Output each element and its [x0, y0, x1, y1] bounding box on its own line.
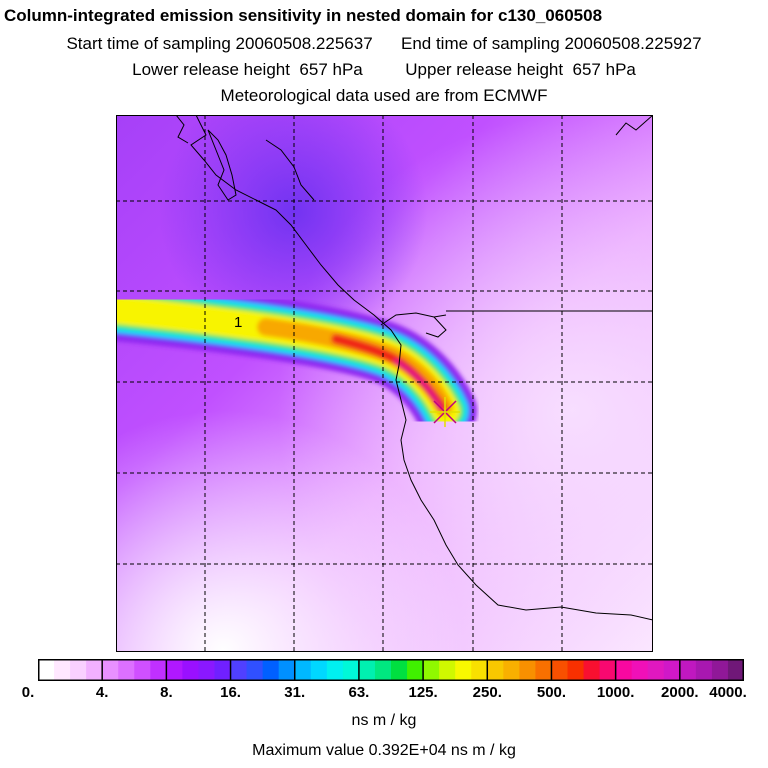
legend-tick-label: 1000. [596, 684, 635, 701]
legend-swatch [487, 659, 504, 681]
legend-border [38, 659, 744, 681]
legend-swatch [118, 659, 135, 681]
legend-swatch [519, 659, 536, 681]
legend-swatch [278, 659, 296, 681]
legend-swatch [695, 659, 713, 681]
legend-swatch [54, 659, 71, 681]
legend-swatch [294, 659, 312, 681]
legend-swatch [70, 659, 87, 681]
release-height-line: Lower release height 657 hPa Upper relea… [132, 60, 636, 79]
legend-swatch [358, 659, 376, 681]
coastline [175, 115, 653, 621]
legend-swatch [246, 659, 264, 681]
release-point-marker [430, 397, 460, 427]
legend-swatch [711, 659, 729, 681]
legend-swatch [663, 659, 681, 681]
figure-title: Column-integrated emission sensitivity i… [4, 6, 603, 25]
legend-swatch [503, 659, 520, 681]
legend-tick-label: 4. [95, 684, 109, 701]
legend-tick-label: 8. [160, 684, 173, 701]
legend-swatch [455, 659, 472, 681]
legend-swatch [423, 659, 440, 681]
legend-swatch [134, 659, 151, 681]
legend-swatch [374, 659, 392, 681]
legend-swatch [342, 659, 360, 681]
legend-units: ns m / kg [351, 712, 417, 729]
legend-swatch [615, 659, 633, 681]
legend-tick-label: 0. [21, 684, 35, 701]
maximum-value: Maximum value 0.392E+04 ns m / kg [252, 742, 516, 759]
legend-tick-label: 31. [284, 684, 306, 701]
legend-swatch [150, 659, 167, 681]
sampling-time-line: Start time of sampling 20060508.225637 E… [66, 34, 702, 53]
color-legend [38, 659, 744, 681]
legend-swatch [439, 659, 456, 681]
legend-swatch [182, 659, 199, 681]
legend-tick-label: 500. [536, 684, 567, 701]
legend-swatch [262, 659, 280, 681]
legend-swatch [471, 659, 488, 681]
legend-swatch [551, 659, 568, 681]
legend-tick-label: 4000. [709, 684, 747, 701]
met-data-line: Meteorological data used are from ECMWF [220, 86, 548, 105]
legend-swatch [599, 659, 617, 681]
legend-swatch [407, 659, 424, 681]
legend-tick-label: 63. [348, 684, 370, 701]
legend-swatch [198, 659, 215, 681]
legend-swatch [86, 659, 103, 681]
legend-tick-label: 2000. [661, 684, 699, 701]
plume-label: 1 [234, 314, 242, 331]
legend-tick-label: 250. [472, 684, 502, 701]
legend-swatch [583, 659, 601, 681]
legend-swatch [166, 659, 183, 681]
legend-swatch [230, 659, 248, 681]
legend-swatch [647, 659, 665, 681]
legend-swatch [567, 659, 585, 681]
legend-swatch [679, 659, 697, 681]
legend-swatch [38, 659, 55, 681]
legend-swatch [535, 659, 552, 681]
legend-swatch [326, 659, 344, 681]
legend-tick-label: 16. [220, 684, 241, 701]
legend-swatch [214, 659, 232, 681]
legend-swatch [727, 659, 744, 681]
legend-swatch [631, 659, 649, 681]
lat-lon-grid [116, 115, 653, 652]
legend-swatch [391, 659, 408, 681]
legend-swatch [310, 659, 328, 681]
legend-swatch [102, 659, 119, 681]
sensitivity-map: 1 [116, 115, 653, 652]
plume [116, 279, 477, 442]
legend-tick-label: 125. [408, 684, 438, 701]
